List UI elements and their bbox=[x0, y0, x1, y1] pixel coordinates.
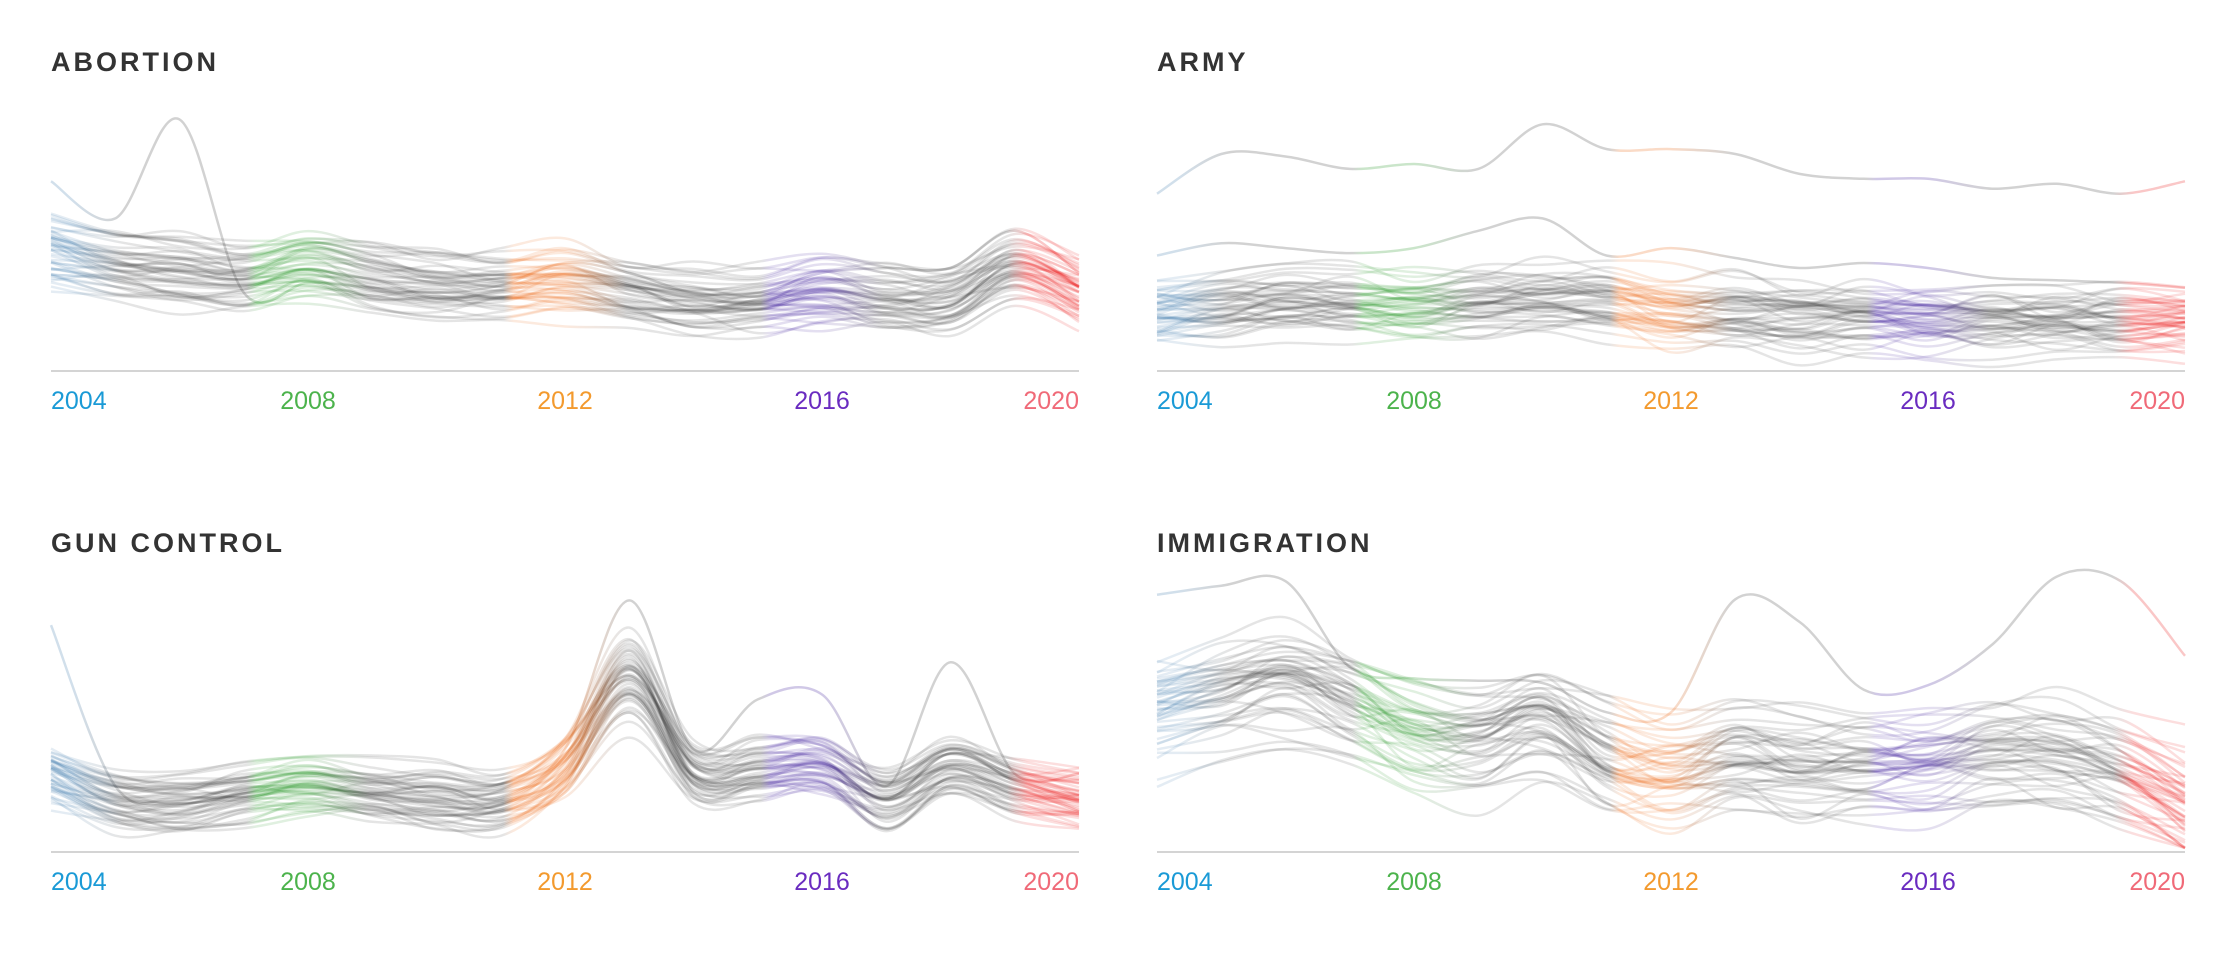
x-axis-line bbox=[51, 370, 1079, 372]
lines-plot bbox=[50, 117, 1080, 341]
lines-plot bbox=[1156, 568, 2186, 850]
tick-label-2004: 2004 bbox=[1157, 868, 1213, 896]
series-line bbox=[1156, 635, 2186, 801]
tick-label-2012: 2012 bbox=[537, 868, 593, 896]
series-line bbox=[50, 230, 1080, 297]
series-line bbox=[1156, 314, 2186, 350]
series-line bbox=[50, 274, 1080, 330]
series-line bbox=[1156, 306, 2186, 341]
series-line bbox=[1156, 740, 2186, 844]
x-axis-line bbox=[51, 851, 1079, 853]
tick-label-2016: 2016 bbox=[1900, 387, 1956, 415]
series-line bbox=[1156, 329, 2186, 369]
panel-gun-control: GUN CONTROL 2004 2008 2012 2016 2020 bbox=[49, 528, 1080, 958]
outlier-series-line bbox=[1156, 568, 2186, 724]
tick-label-2020: 2020 bbox=[1023, 868, 1079, 896]
panel-army: ARMY 2004 2008 2012 2016 2020 bbox=[1156, 47, 2186, 477]
x-axis-line bbox=[1157, 851, 2185, 853]
series-line bbox=[1156, 684, 2186, 804]
series-line bbox=[1156, 292, 2186, 328]
tick-label-2016: 2016 bbox=[1900, 868, 1956, 896]
panel-abortion: ABORTION 2004 2008 2012 2016 2020 bbox=[50, 47, 1080, 477]
series-line bbox=[1156, 281, 2186, 316]
series-line bbox=[1156, 666, 2186, 784]
tick-label-2004: 2004 bbox=[51, 387, 107, 415]
series-line bbox=[1156, 671, 2186, 806]
series-line bbox=[50, 659, 1080, 802]
series-line bbox=[1156, 288, 2186, 334]
series-line bbox=[1156, 681, 2186, 769]
tick-label-2008: 2008 bbox=[1386, 868, 1442, 896]
tick-label-2020: 2020 bbox=[2129, 387, 2185, 415]
series-line bbox=[1156, 265, 2186, 301]
series-line bbox=[1156, 316, 2186, 347]
series-line bbox=[1156, 639, 2186, 754]
series-line bbox=[50, 266, 1080, 325]
series-line bbox=[1156, 708, 2186, 804]
series-line bbox=[1156, 308, 2186, 340]
outlier-series-line bbox=[50, 117, 1080, 304]
tick-label-2004: 2004 bbox=[1157, 387, 1213, 415]
series-line bbox=[50, 693, 1080, 804]
lines-plot bbox=[1156, 122, 2186, 369]
series-line bbox=[50, 236, 1080, 295]
series-line bbox=[1156, 271, 2186, 316]
tick-label-2012: 2012 bbox=[1643, 868, 1699, 896]
x-axis-line bbox=[1157, 370, 2185, 372]
tick-label-2012: 2012 bbox=[537, 387, 593, 415]
chart-title: ARMY bbox=[1157, 47, 1249, 77]
series-line bbox=[50, 642, 1080, 792]
series-line bbox=[1156, 747, 2186, 830]
series-line bbox=[1156, 673, 2186, 798]
series-line bbox=[1156, 284, 2186, 311]
tick-label-2008: 2008 bbox=[280, 868, 336, 896]
chart-title: ABORTION bbox=[51, 47, 219, 77]
series-line bbox=[50, 285, 1080, 338]
series-line bbox=[50, 237, 1080, 299]
tick-label-2008: 2008 bbox=[280, 387, 336, 415]
tick-label-2012: 2012 bbox=[1643, 387, 1699, 415]
tick-label-2020: 2020 bbox=[2129, 868, 2185, 896]
chart-title: GUN CONTROL bbox=[51, 528, 285, 558]
series-line bbox=[1156, 313, 2186, 355]
series-line bbox=[50, 241, 1080, 305]
series-line bbox=[1156, 723, 2186, 850]
tick-label-2004: 2004 bbox=[51, 868, 107, 896]
lines-plot bbox=[49, 599, 1080, 839]
chart-title: IMMIGRATION bbox=[1157, 528, 1373, 558]
series-line bbox=[1156, 658, 2186, 796]
outlier-series-line bbox=[1156, 216, 2186, 290]
series-line bbox=[1156, 692, 2186, 826]
outlier-series-line bbox=[49, 599, 1080, 807]
panel-immigration: IMMIGRATION 2004 2008 2012 2016 2020 bbox=[1156, 528, 2186, 958]
series-line bbox=[50, 711, 1080, 833]
series-line bbox=[50, 258, 1080, 311]
tick-label-2016: 2016 bbox=[794, 868, 850, 896]
tick-label-2008: 2008 bbox=[1386, 387, 1442, 415]
outlier-series-line bbox=[1156, 122, 2186, 195]
series-line bbox=[1156, 665, 2186, 820]
tick-label-2020: 2020 bbox=[1023, 387, 1079, 415]
tick-label-2016: 2016 bbox=[794, 387, 850, 415]
